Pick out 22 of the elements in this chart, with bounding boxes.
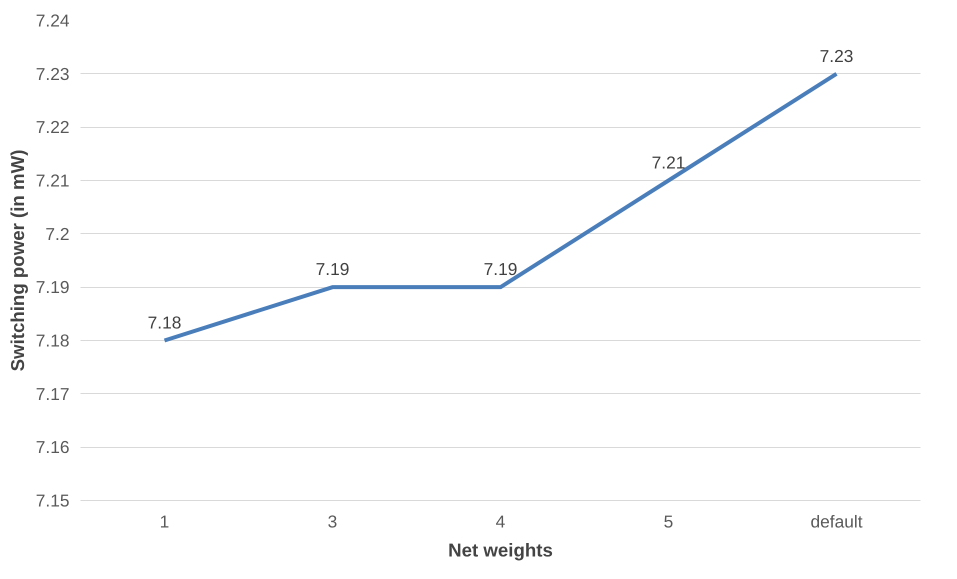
y-axis-title: Switching power (in mW) (6, 150, 28, 372)
y-tick-label: 7.18 (36, 330, 70, 350)
y-tick-label: 7.2 (45, 224, 70, 244)
x-axis-title: Net weights (448, 540, 553, 560)
y-tick-label: 7.17 (36, 384, 70, 404)
x-tick-label: 4 (496, 512, 506, 532)
y-tick-label: 7.22 (36, 117, 70, 138)
x-tick-label: 5 (664, 512, 674, 532)
x-tick-label: 3 (328, 512, 338, 532)
y-tick-label: 7.16 (36, 437, 70, 458)
data-label: 7.18 (148, 312, 182, 332)
y-tick-label: 7.23 (36, 64, 70, 84)
y-tick-label: 7.19 (36, 277, 70, 298)
data-label: 7.21 (652, 152, 686, 172)
data-label: 7.19 (484, 259, 518, 280)
y-tick-label: 7.24 (36, 10, 70, 30)
y-tick-label: 7.21 (36, 170, 70, 190)
data-label: 7.23 (820, 46, 854, 66)
data-label: 7.19 (316, 259, 350, 280)
y-tick-label: 7.15 (36, 490, 70, 510)
x-tick-label: default (810, 512, 863, 532)
x-tick-label: 1 (160, 512, 170, 532)
